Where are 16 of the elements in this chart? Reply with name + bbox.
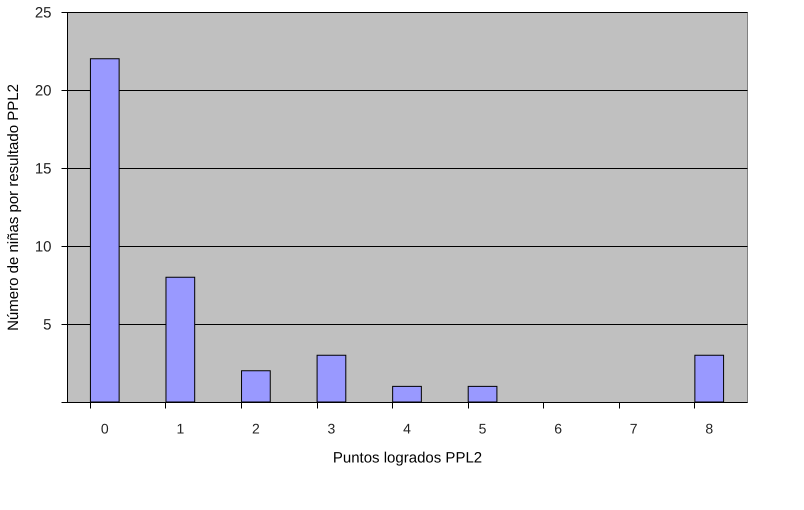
y-tick-label: 25 bbox=[34, 4, 52, 22]
y-tick-label: 15 bbox=[34, 160, 52, 178]
x-axis-title: Puntos logrados PPL2 bbox=[332, 450, 482, 466]
x-tick-label: 5 bbox=[478, 420, 487, 436]
y-tick-label: 20 bbox=[34, 82, 52, 100]
x-tick-label: 4 bbox=[403, 420, 412, 436]
x-tick-label: 2 bbox=[252, 420, 260, 436]
x-tick-label: 1 bbox=[176, 420, 184, 436]
y-tick-label: 10 bbox=[34, 238, 52, 256]
x-tick-label: 3 bbox=[328, 420, 336, 436]
x-tick-label: 0 bbox=[100, 420, 109, 436]
x-tick-label: 7 bbox=[630, 420, 638, 436]
y-tick-label: 5 bbox=[43, 316, 52, 334]
y-axis-title: Número de niñas por resultado PPL2 bbox=[4, 84, 22, 331]
x-tick-label: 6 bbox=[554, 420, 562, 436]
x-tick-label: 8 bbox=[705, 420, 714, 436]
